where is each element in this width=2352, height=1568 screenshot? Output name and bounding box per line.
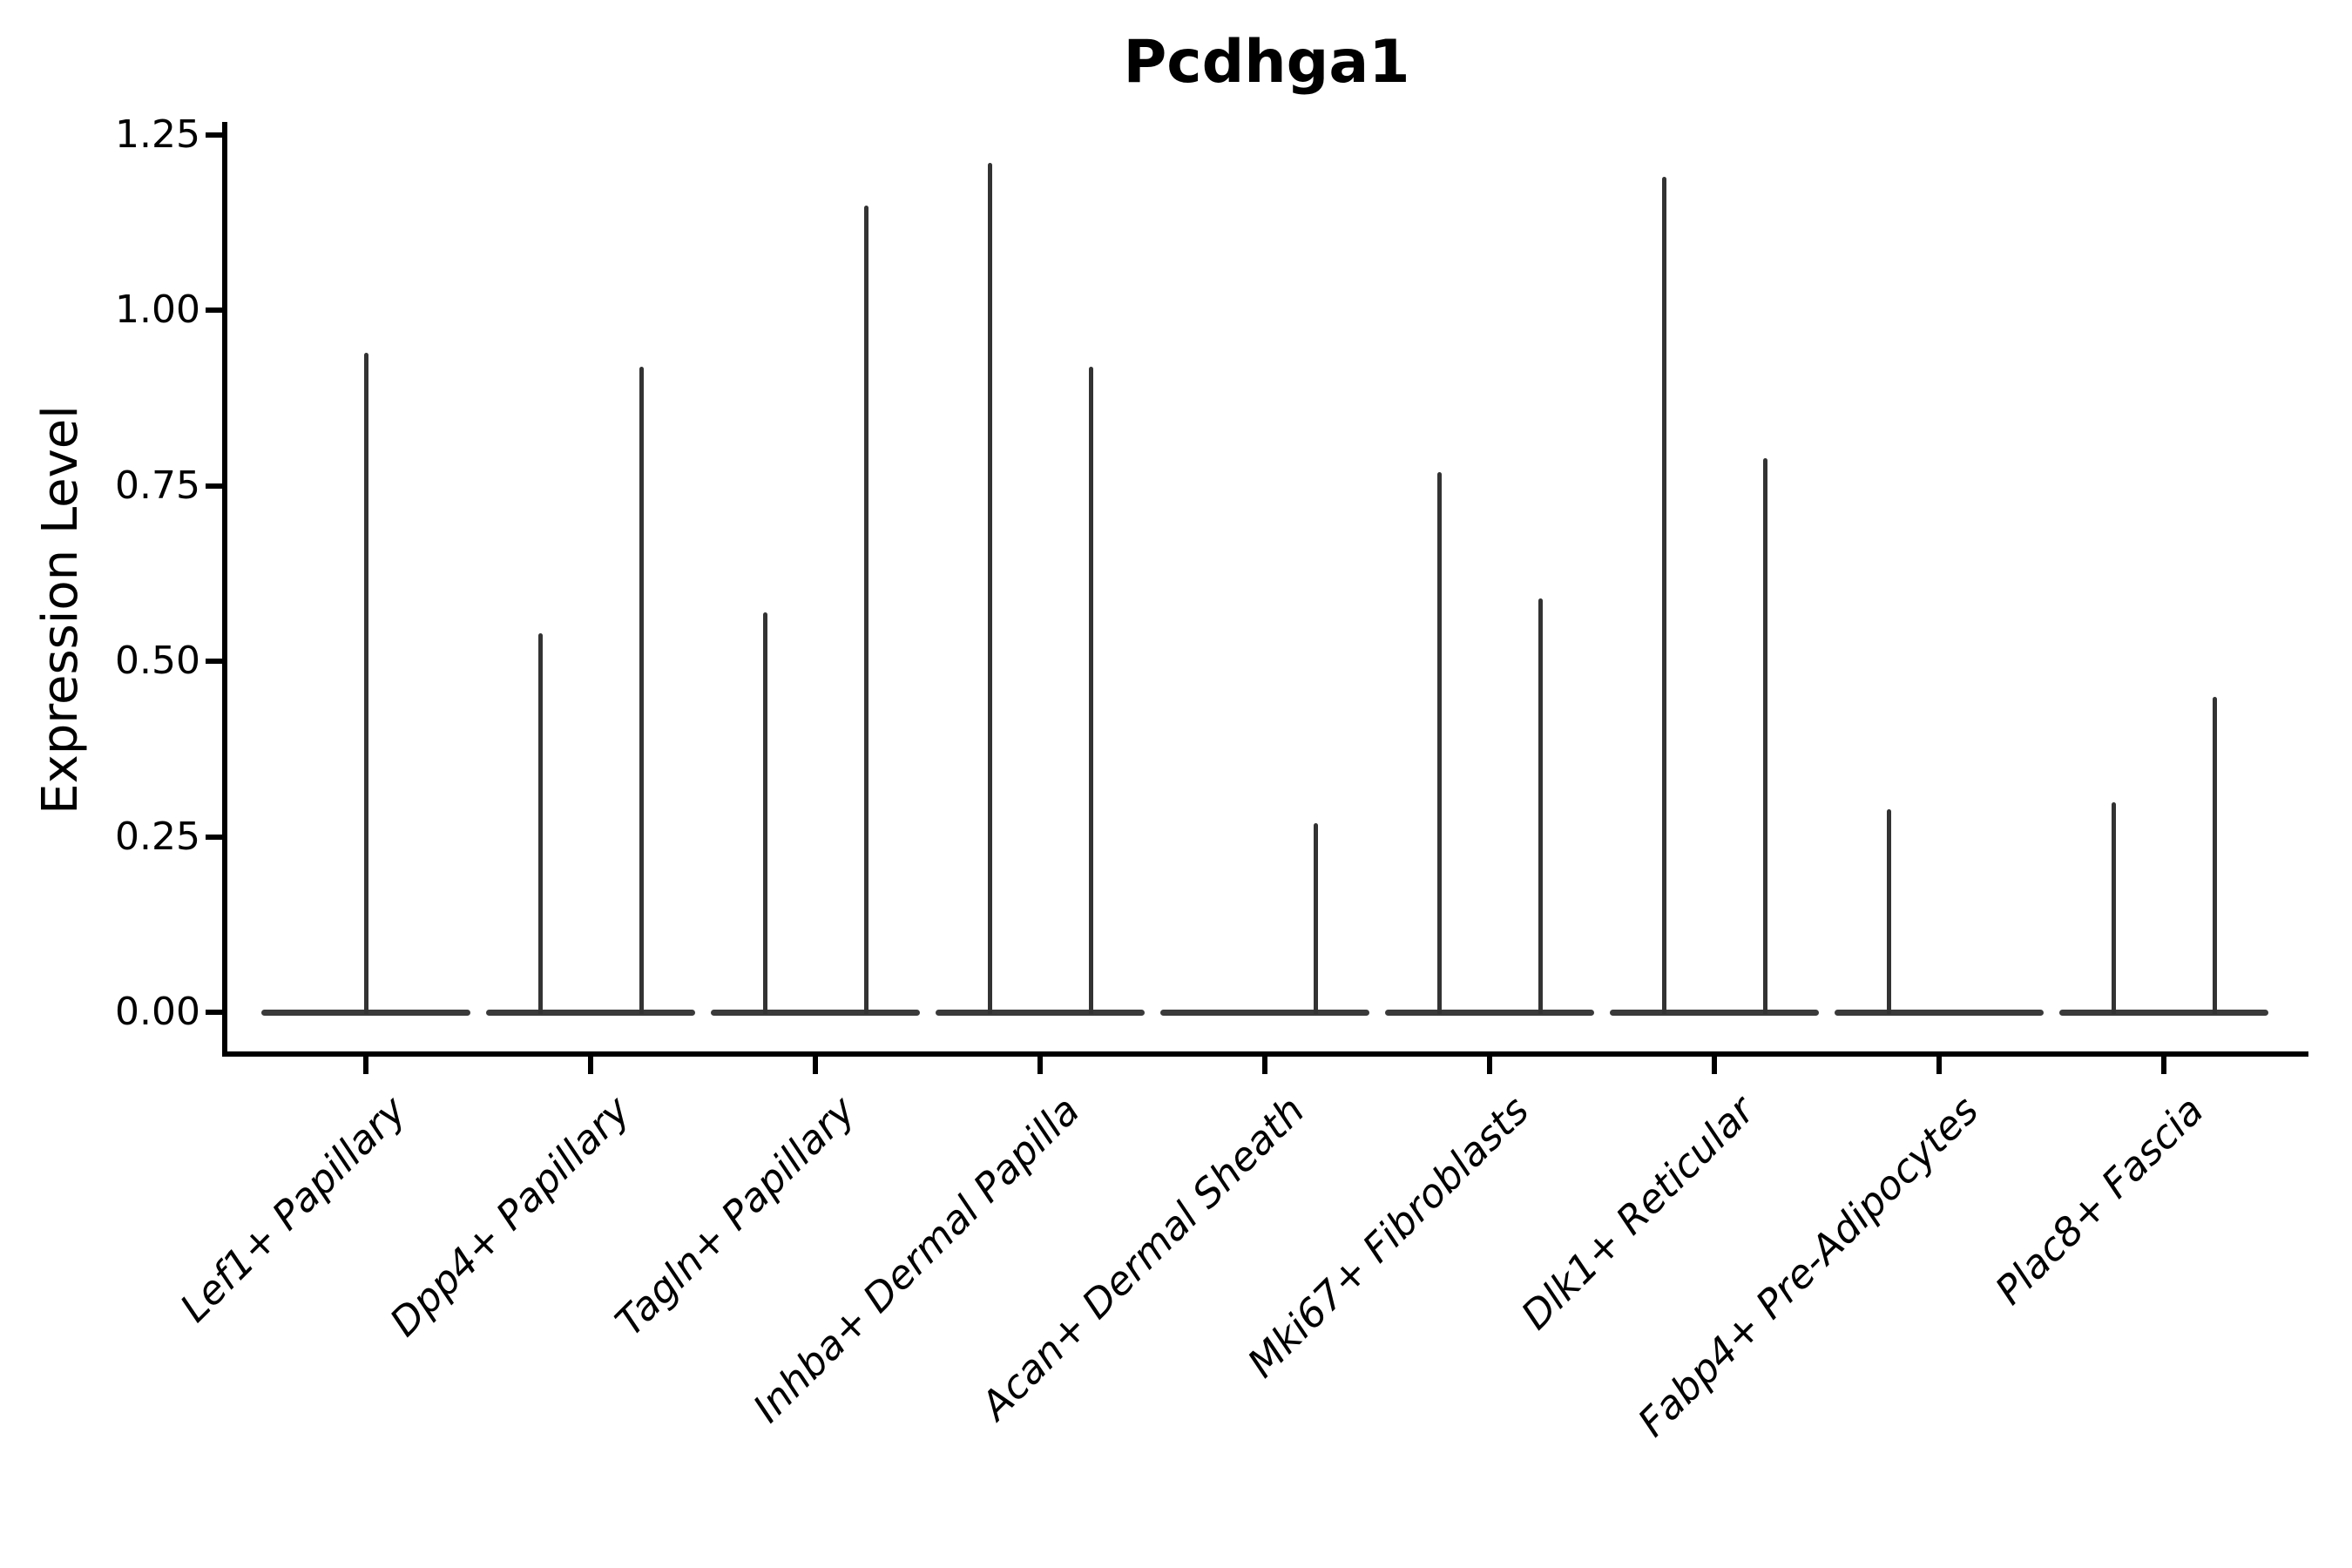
x-tick <box>1262 1057 1268 1074</box>
violin-spike <box>1762 457 1767 1015</box>
violin-spike <box>363 352 368 1015</box>
x-tick <box>588 1057 594 1074</box>
violin-base <box>936 1010 1146 1016</box>
chart-title: Pcdhga1 <box>1123 28 1410 97</box>
violin-spike <box>863 205 868 1015</box>
x-axis-spine <box>222 1051 2308 1057</box>
violin-spike <box>1886 808 1891 1015</box>
x-tick-label: Lef1+ Papillary <box>170 1087 415 1331</box>
violin-spike <box>639 366 644 1015</box>
violin-base <box>486 1010 696 1016</box>
violin-spike <box>1436 471 1442 1015</box>
x-tick <box>363 1057 369 1074</box>
violin-spike <box>1538 598 1543 1015</box>
x-tick-label: Dpp4+ Papillary <box>381 1087 639 1346</box>
y-tick <box>206 132 225 138</box>
x-tick-label: Tagln+ Papillary <box>605 1087 864 1345</box>
violin-base <box>1160 1010 1370 1016</box>
y-axis-label: Expression Level <box>32 405 89 814</box>
violin-base <box>1610 1010 1820 1016</box>
y-tick <box>206 483 225 489</box>
violin-spike <box>537 633 543 1015</box>
y-axis-spine <box>222 122 227 1057</box>
x-tick-label: Plac8+ Fascia <box>1986 1087 2213 1314</box>
y-tick-label: 0.25 <box>115 814 200 859</box>
y-tick <box>206 659 225 665</box>
y-tick <box>206 834 225 840</box>
y-tick-label: 0.50 <box>115 639 200 684</box>
violin-spike <box>987 163 992 1015</box>
x-tick-label: Dlk1+ Reticular <box>1511 1087 1763 1339</box>
x-tick <box>1936 1057 1943 1074</box>
x-tick <box>1037 1057 1044 1074</box>
violin-spike <box>2212 696 2217 1015</box>
x-tick <box>2161 1057 2167 1074</box>
y-tick-label: 0.75 <box>115 463 200 508</box>
violin-spike <box>1313 822 1318 1015</box>
x-tick <box>1487 1057 1493 1074</box>
x-tick <box>813 1057 819 1074</box>
y-tick <box>206 308 225 314</box>
y-tick-label: 1.25 <box>115 112 200 157</box>
violin-spike <box>1661 177 1666 1015</box>
violin-spike <box>1088 366 1093 1015</box>
violin-base <box>1835 1010 2044 1016</box>
violin-base <box>2059 1010 2269 1016</box>
violin-spike <box>762 612 767 1015</box>
y-tick-label: 1.00 <box>115 287 200 333</box>
x-tick <box>1712 1057 1718 1074</box>
y-tick <box>206 1010 225 1016</box>
violin-base <box>711 1010 921 1016</box>
violin-base <box>1385 1010 1595 1016</box>
y-tick-label: 0.00 <box>115 990 200 1035</box>
violin-spike <box>2111 801 2116 1015</box>
